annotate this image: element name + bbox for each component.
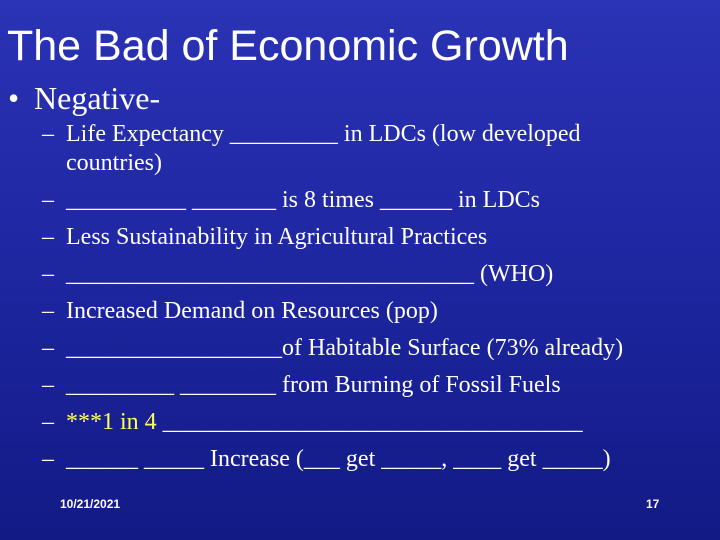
sub-bullet-text: __________________of Habitable Surface (… bbox=[66, 335, 624, 361]
sub-bullet-increase: – ______ _____ Increase (___ get _____, … bbox=[42, 445, 720, 474]
sub-bullet-text: Less Sustainability in Agricultural Prac… bbox=[66, 224, 488, 250]
dash-marker: – bbox=[42, 187, 54, 213]
dash-marker: – bbox=[42, 335, 54, 361]
main-bullet-text: Negative- bbox=[34, 80, 161, 116]
sub-bullet-fossil-fuels: – _________ ________ from Burning of Fos… bbox=[42, 371, 720, 400]
dash-marker: – bbox=[42, 121, 54, 147]
sub-bullet-text: __________ _______ is 8 times ______ in … bbox=[66, 187, 541, 213]
slide-title: The Bad of Economic Growth bbox=[7, 22, 569, 70]
bullet-marker: • bbox=[8, 80, 20, 116]
page-number: 17 bbox=[646, 497, 660, 511]
dash-marker: – bbox=[42, 261, 54, 287]
main-bullet: • Negative- bbox=[8, 78, 160, 118]
sub-bullet-text: ______ _____ Increase (___ get _____, __… bbox=[66, 446, 611, 472]
dash-marker: – bbox=[42, 298, 54, 324]
sub-bullet-demand: – Increased Demand on Resources (pop) bbox=[42, 297, 720, 326]
sub-bullet-text: _________ ________ from Burning of Fossi… bbox=[66, 372, 561, 398]
sub-bullet-one-in-four: – ***1 in 4 ____________________________… bbox=[42, 408, 720, 437]
sub-bullet-blank: ___________________________________ bbox=[156, 409, 583, 435]
dash-marker: – bbox=[42, 409, 54, 435]
dash-marker: – bbox=[42, 372, 54, 398]
sub-bullet-text-continued: countries) bbox=[66, 150, 162, 176]
sub-bullet-list: – Life Expectancy _________ in LDCs (low… bbox=[42, 120, 720, 482]
sub-bullet-life-expectancy: – Life Expectancy _________ in LDCs (low… bbox=[42, 120, 720, 178]
sub-bullet-habitable-surface: – __________________of Habitable Surface… bbox=[42, 334, 720, 363]
sub-bullet-who: – __________________________________ (WH… bbox=[42, 260, 720, 289]
sub-bullet-text: Life Expectancy _________ in LDCs (low d… bbox=[66, 121, 581, 147]
dash-marker: – bbox=[42, 446, 54, 472]
sub-bullet-text: Increased Demand on Resources (pop) bbox=[66, 298, 438, 324]
sub-bullet-sustainability: – Less Sustainability in Agricultural Pr… bbox=[42, 223, 720, 252]
dash-marker: – bbox=[42, 224, 54, 250]
footer-date: 10/21/2021 bbox=[60, 497, 121, 511]
highlighted-text: ***1 in 4 bbox=[66, 409, 157, 435]
sub-bullet-text: __________________________________ (WHO) bbox=[66, 261, 554, 287]
sub-bullet-8-times: – __________ _______ is 8 times ______ i… bbox=[42, 186, 720, 215]
